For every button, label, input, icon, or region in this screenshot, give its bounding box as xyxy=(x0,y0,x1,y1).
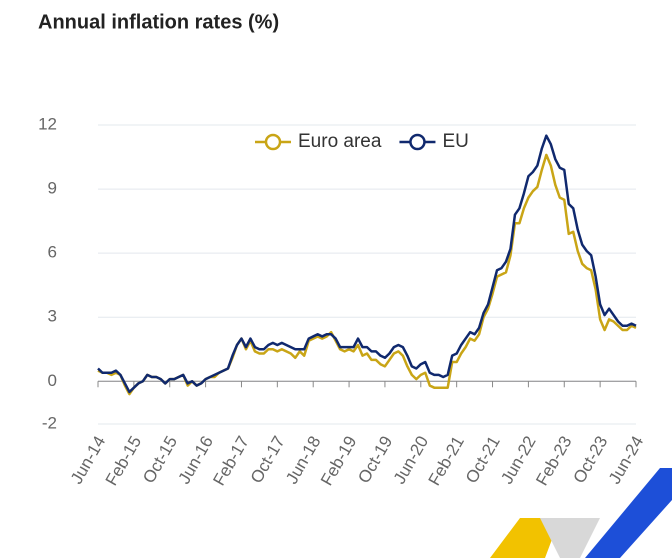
legend-marker xyxy=(409,133,426,151)
y-tick-label: 9 xyxy=(48,179,57,198)
y-tick-label: -2 xyxy=(42,413,57,432)
x-tick-label: Feb-15 xyxy=(102,433,145,489)
y-tick-label: 0 xyxy=(48,371,57,390)
chart-title: Annual inflation rates (%) xyxy=(38,11,279,33)
legend-label: EU xyxy=(442,131,468,152)
y-tick-label: 3 xyxy=(48,307,57,326)
logo xyxy=(490,468,672,558)
y-tick-label: 12 xyxy=(38,114,57,133)
x-tick-label: Feb-17 xyxy=(209,433,252,489)
x-tick-label: Feb-23 xyxy=(532,433,575,489)
x-tick-label: Feb-21 xyxy=(425,433,468,489)
logo-blue xyxy=(585,468,672,558)
legend-label: Euro area xyxy=(298,131,382,152)
series-line xyxy=(97,134,637,394)
y-tick-label: 6 xyxy=(48,243,57,262)
x-tick-label: Jun-24 xyxy=(605,433,647,488)
series-line xyxy=(97,153,637,396)
logo-gray xyxy=(540,518,600,558)
x-tick-label: Feb-19 xyxy=(317,433,360,489)
logo-yellow xyxy=(490,518,560,558)
legend-marker xyxy=(264,133,282,151)
